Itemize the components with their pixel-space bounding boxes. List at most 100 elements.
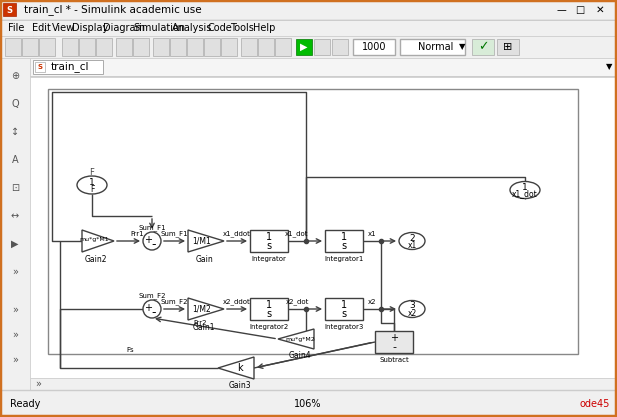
Bar: [187, 38, 203, 56]
Text: 106%: 106%: [294, 399, 321, 409]
Bar: [314, 39, 330, 55]
Text: Gain4: Gain4: [289, 352, 312, 361]
Text: ▶: ▶: [300, 42, 308, 52]
Bar: [116, 38, 132, 56]
Text: ⊡: ⊡: [11, 183, 19, 193]
Text: Tools: Tools: [230, 23, 254, 33]
Text: s: s: [267, 309, 271, 319]
Text: ↔: ↔: [11, 211, 19, 221]
Text: -: -: [152, 239, 156, 251]
Text: Gain: Gain: [195, 254, 213, 264]
Text: »: »: [12, 267, 18, 277]
Bar: [353, 39, 395, 55]
Text: ▼: ▼: [606, 63, 612, 71]
Bar: [325, 298, 363, 320]
Text: -: -: [392, 342, 396, 352]
Text: x2: x2: [407, 309, 416, 317]
Text: Fs: Fs: [126, 347, 134, 353]
Circle shape: [143, 300, 161, 318]
Text: Gain2: Gain2: [85, 254, 107, 264]
Bar: [0, 36, 617, 58]
Text: Display: Display: [72, 23, 108, 33]
Text: 1: 1: [341, 232, 347, 242]
Text: 1: 1: [341, 300, 347, 310]
Text: train_cl * - Simulink academic use: train_cl * - Simulink academic use: [24, 5, 202, 15]
Bar: [0, 0, 617, 20]
Bar: [250, 230, 288, 252]
Text: Help: Help: [253, 23, 275, 33]
Bar: [3, 3, 16, 16]
Text: Sum_F1: Sum_F1: [160, 231, 188, 237]
Text: F: F: [89, 168, 94, 176]
Text: Diagram: Diagram: [103, 23, 145, 33]
Text: x1: x1: [407, 241, 416, 249]
Text: View: View: [52, 23, 75, 33]
Text: S: S: [38, 64, 43, 70]
Text: ▼: ▼: [459, 43, 465, 52]
Text: x1_ddot: x1_ddot: [223, 231, 251, 237]
Text: -: -: [152, 306, 156, 319]
Text: A: A: [12, 155, 19, 165]
Text: mu*g*M2: mu*g*M2: [285, 337, 315, 342]
Bar: [33, 60, 103, 74]
Bar: [39, 38, 55, 56]
Bar: [30, 58, 617, 76]
Text: ▶: ▶: [11, 239, 19, 249]
Text: Frr2: Frr2: [193, 320, 207, 326]
Text: Integrator: Integrator: [252, 256, 286, 262]
Text: Edit: Edit: [32, 23, 51, 33]
Text: Sum_F2: Sum_F2: [138, 293, 166, 299]
Text: Analysis: Analysis: [172, 23, 212, 33]
Text: Integrator2: Integrator2: [249, 324, 289, 330]
Text: x1_dot: x1_dot: [512, 189, 538, 198]
Bar: [332, 39, 348, 55]
Bar: [400, 39, 465, 55]
Text: —: —: [556, 5, 566, 15]
Bar: [204, 38, 220, 56]
Text: Q: Q: [11, 99, 19, 109]
Bar: [5, 38, 21, 56]
Bar: [30, 76, 617, 77]
Bar: [133, 38, 149, 56]
Bar: [30, 77, 617, 378]
Bar: [275, 38, 291, 56]
Text: Integrator1: Integrator1: [325, 256, 363, 262]
Text: 2: 2: [409, 234, 415, 243]
Text: x2_ddot: x2_ddot: [223, 299, 251, 305]
Bar: [472, 39, 494, 55]
Text: s: s: [341, 241, 347, 251]
Text: □: □: [576, 5, 585, 15]
Polygon shape: [82, 230, 114, 252]
Bar: [296, 39, 312, 55]
Ellipse shape: [399, 233, 425, 249]
Text: 1/M2: 1/M2: [193, 304, 212, 314]
Text: train_cl: train_cl: [51, 62, 89, 73]
Text: k: k: [237, 363, 243, 373]
Bar: [96, 38, 112, 56]
Text: 1: 1: [89, 178, 95, 186]
Text: ✕: ✕: [595, 5, 605, 15]
Bar: [62, 38, 78, 56]
Bar: [170, 38, 186, 56]
Text: 1000: 1000: [362, 42, 386, 52]
Polygon shape: [188, 298, 224, 320]
Text: s: s: [341, 309, 347, 319]
Text: Code: Code: [207, 23, 232, 33]
Text: 1: 1: [266, 300, 272, 310]
Text: s: s: [267, 241, 271, 251]
Bar: [258, 38, 274, 56]
Bar: [221, 38, 237, 56]
Bar: [30, 378, 617, 390]
Text: 1: 1: [522, 183, 528, 191]
Text: »: »: [12, 305, 18, 315]
Text: Gain3: Gain3: [229, 382, 251, 390]
Text: »: »: [12, 330, 18, 340]
Bar: [35, 62, 45, 72]
Bar: [325, 230, 363, 252]
Text: Integrator3: Integrator3: [325, 324, 363, 330]
Text: Normal: Normal: [418, 42, 453, 52]
Text: x2_dot: x2_dot: [285, 299, 308, 305]
Text: F: F: [90, 184, 94, 193]
Ellipse shape: [399, 301, 425, 317]
Bar: [250, 298, 288, 320]
